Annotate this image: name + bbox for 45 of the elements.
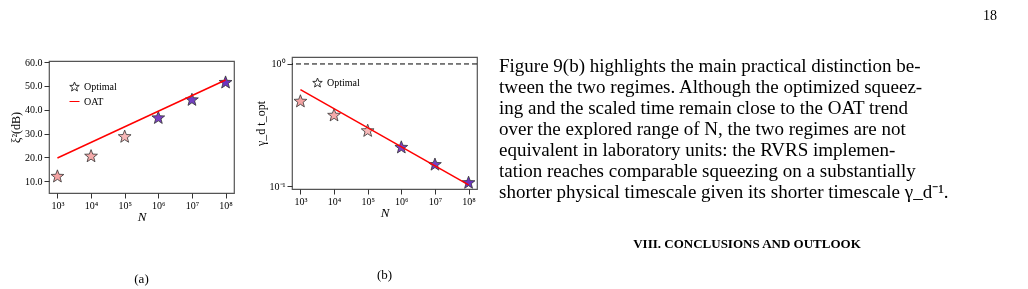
y-tick-label: 30.0 [25, 128, 43, 140]
y-axis-title: ξ²(dB) [9, 112, 23, 143]
y-tick-label: 50.0 [25, 80, 43, 92]
x-tick-label: 10⁵ [118, 199, 132, 211]
x-tick-label: 10⁶ [395, 195, 410, 207]
y-tick-label: 20.0 [25, 151, 43, 163]
text: tween the two regimes. Although the optimized squeez- [499, 76, 923, 97]
legend-label: OAT [84, 95, 104, 107]
text: ing and the scaled time remain close to the OAT trend [499, 97, 909, 118]
x-axis-title: N [136, 208, 148, 224]
x-tick-label: 10⁷ [185, 199, 200, 211]
x-tick-label: 10⁶ [152, 199, 167, 211]
point [84, 149, 98, 163]
point [151, 110, 166, 124]
y-axis-title: γ_d t_opt [253, 100, 268, 147]
x-tick-label: 10³ [294, 195, 308, 207]
legend-label: Optimal [84, 80, 117, 92]
point [327, 108, 341, 122]
x-tick-label: 10⁸ [219, 199, 234, 211]
text: (a) [134, 271, 149, 286]
point [185, 92, 199, 106]
x-tick-label: 10⁷ [428, 195, 443, 207]
x-tick-label: 10⁴ [327, 195, 342, 207]
text: shorter physical timescale given its shorter timescale γ_d⁻¹. [499, 181, 949, 202]
point [117, 129, 132, 143]
y-tick-label: 10.0 [25, 175, 43, 187]
x-tick-label: 10⁴ [84, 199, 99, 211]
y-tick-label: 40.0 [25, 104, 43, 116]
x-tick-label: 10³ [51, 199, 65, 211]
text: 18 [983, 8, 997, 23]
point [293, 94, 308, 108]
x-tick-label: 10⁸ [462, 195, 477, 207]
text: over the explored range of N, the two regimes are not [499, 118, 907, 139]
text: equivalent in laboratory units: the RVRS implemen- [499, 139, 896, 160]
point [50, 169, 65, 183]
y-tick-label: 10⁻¹ [269, 180, 286, 192]
legend-label: Optimal [327, 76, 360, 88]
x-tick-label: 10⁵ [361, 195, 375, 207]
y-tick-label: 10⁰ [271, 58, 286, 70]
y-tick-label: 60.0 [25, 56, 43, 68]
text: VIII. CONCLUSIONS AND OUTLOOK [633, 236, 862, 251]
x-axis-title: N [379, 204, 391, 220]
text: tation reaches comparable squeezing on a substantially [499, 160, 917, 181]
text: (b) [376, 267, 393, 282]
caption: Figure 9(b) highlights the main practical distinction be- [499, 55, 921, 77]
